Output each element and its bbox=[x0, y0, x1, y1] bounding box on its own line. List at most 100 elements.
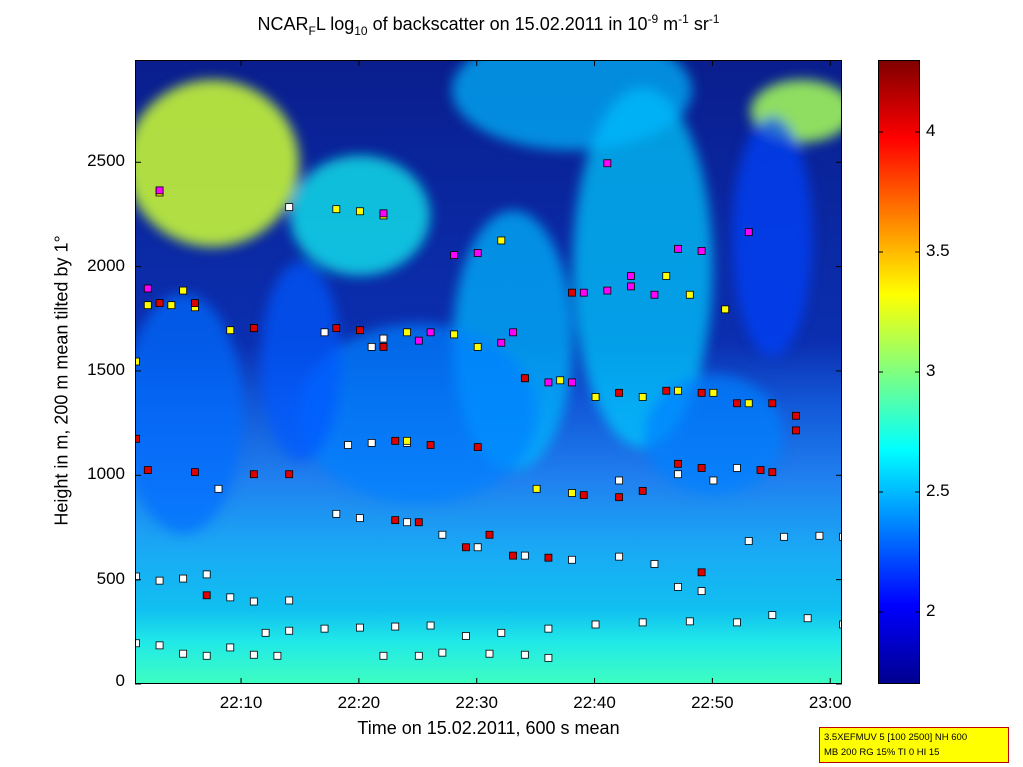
y-tick-label: 1000 bbox=[87, 464, 125, 484]
yellow-marker bbox=[638, 393, 647, 401]
white-marker bbox=[839, 620, 841, 629]
cloud-patch-cloud_upper_left bbox=[136, 79, 300, 247]
red-marker bbox=[697, 568, 706, 577]
red-marker bbox=[697, 388, 706, 397]
white-marker bbox=[214, 484, 223, 493]
red-marker bbox=[509, 551, 517, 560]
white-marker bbox=[780, 532, 788, 541]
x-tick-label: 23:00 bbox=[808, 693, 852, 712]
aerosol-patch bbox=[298, 323, 539, 504]
white-marker bbox=[426, 621, 435, 630]
red-marker bbox=[355, 326, 364, 335]
magenta-marker bbox=[626, 272, 635, 280]
white-marker bbox=[638, 618, 647, 627]
white-marker bbox=[136, 572, 140, 581]
white-marker bbox=[367, 343, 376, 351]
white-marker bbox=[261, 628, 270, 637]
magenta-marker bbox=[674, 244, 682, 253]
yellow-marker bbox=[179, 286, 188, 295]
red-marker bbox=[191, 299, 199, 307]
red-marker bbox=[733, 399, 741, 408]
white-marker bbox=[497, 628, 506, 637]
white-marker bbox=[179, 574, 188, 583]
yellow-marker bbox=[685, 290, 694, 299]
white-marker bbox=[438, 648, 447, 657]
red-marker bbox=[768, 468, 777, 477]
magenta-marker bbox=[414, 336, 423, 345]
white-marker bbox=[249, 597, 258, 606]
magenta-marker bbox=[379, 209, 388, 218]
y-tick-label: 2000 bbox=[87, 255, 125, 275]
red-marker bbox=[249, 470, 258, 479]
y-tick-label: 0 bbox=[115, 671, 125, 690]
magenta-marker bbox=[155, 186, 164, 195]
white-marker bbox=[285, 596, 294, 605]
yellow-marker bbox=[403, 328, 411, 337]
white-marker bbox=[226, 593, 235, 602]
magenta-marker bbox=[509, 328, 517, 337]
white-marker bbox=[355, 623, 364, 632]
plot-area bbox=[135, 60, 842, 684]
white-marker bbox=[839, 532, 841, 541]
red-marker bbox=[426, 441, 435, 449]
magenta-marker bbox=[744, 228, 753, 237]
red-marker bbox=[414, 518, 423, 527]
magenta-marker bbox=[626, 282, 635, 291]
white-marker bbox=[697, 587, 706, 595]
magenta-marker bbox=[697, 247, 706, 255]
colorbar-gradient bbox=[879, 61, 919, 683]
aerosol-patch bbox=[572, 87, 713, 448]
yellow-marker bbox=[721, 305, 730, 314]
colorbar bbox=[878, 60, 920, 684]
yellow-marker bbox=[591, 393, 600, 401]
red-marker bbox=[615, 493, 624, 502]
white-marker bbox=[674, 583, 682, 591]
white-marker bbox=[544, 653, 553, 662]
red-marker bbox=[579, 491, 588, 499]
white-marker bbox=[285, 203, 294, 211]
red-marker bbox=[249, 324, 258, 333]
magenta-marker bbox=[603, 159, 612, 168]
x-tick-label: 22:10 bbox=[219, 693, 263, 712]
white-marker bbox=[615, 552, 624, 561]
yellow-marker bbox=[403, 436, 411, 445]
yellow-marker bbox=[355, 207, 364, 216]
red-marker bbox=[485, 530, 494, 539]
white-marker bbox=[544, 624, 553, 633]
red-marker bbox=[615, 388, 624, 397]
white-marker bbox=[733, 464, 741, 472]
white-marker bbox=[226, 643, 235, 652]
magenta-marker bbox=[650, 290, 659, 299]
red-marker bbox=[462, 543, 470, 552]
red-marker bbox=[662, 386, 671, 395]
red-marker bbox=[155, 299, 164, 307]
white-marker bbox=[803, 614, 812, 623]
white-marker bbox=[462, 632, 470, 640]
yellow-marker bbox=[744, 399, 753, 408]
yellow-marker bbox=[450, 330, 459, 339]
white-marker bbox=[591, 620, 600, 629]
x-tick-label: 22:50 bbox=[691, 693, 734, 712]
red-marker bbox=[143, 466, 152, 474]
x-tick-label: 22:30 bbox=[455, 693, 498, 712]
white-marker bbox=[155, 576, 164, 585]
info-line-1: 3.5XEFMUV 5 [100 2500] NH 600 bbox=[824, 732, 968, 743]
white-marker bbox=[320, 328, 329, 337]
magenta-marker bbox=[143, 284, 152, 293]
aerosol-patch bbox=[260, 261, 341, 462]
yellow-marker bbox=[332, 205, 341, 214]
yellow-marker bbox=[497, 236, 506, 245]
feature-markers bbox=[136, 159, 841, 662]
red-marker bbox=[520, 374, 529, 383]
white-marker bbox=[520, 551, 529, 560]
red-marker bbox=[136, 434, 140, 443]
white-marker bbox=[344, 441, 353, 449]
yellow-marker bbox=[473, 343, 482, 351]
yellow-marker bbox=[167, 301, 176, 310]
magenta-marker bbox=[603, 286, 612, 295]
red-marker bbox=[791, 411, 800, 420]
red-marker bbox=[202, 591, 211, 600]
white-marker bbox=[438, 530, 447, 539]
colorbar-tick-label: 2 bbox=[926, 601, 936, 620]
white-marker bbox=[332, 509, 341, 518]
